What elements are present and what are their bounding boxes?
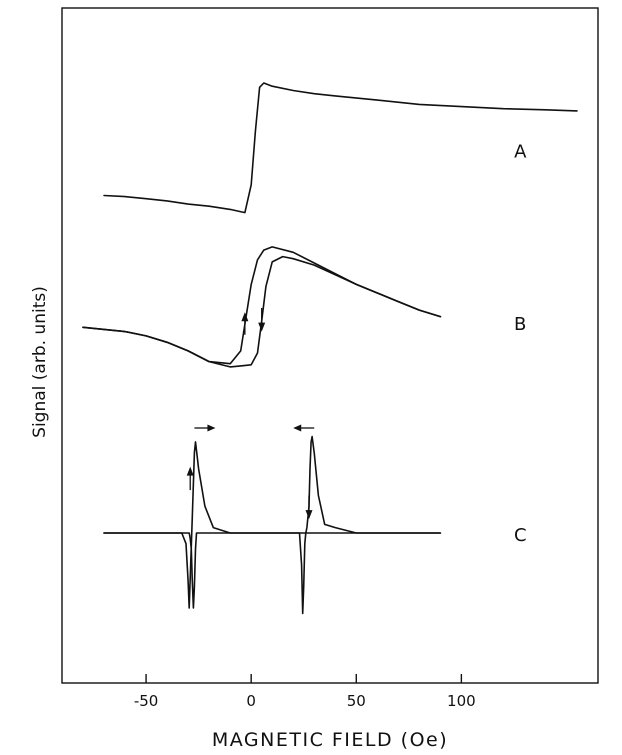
- curve-arrow-0: [241, 312, 249, 335]
- x-axis-ticks: -50 0 50 100: [134, 674, 476, 710]
- curve-arrow-1: [258, 308, 266, 332]
- direction-arrow-0: [194, 424, 216, 432]
- x-axis-title: MAGNETIC FIELD (Oe): [212, 729, 448, 751]
- x-tick-label-0: -50: [134, 692, 159, 710]
- curve-arrow-2: [186, 466, 194, 491]
- series-line-0: [103, 82, 578, 214]
- annotations: A B C: [186, 142, 527, 546]
- x-tick-label-3: 100: [447, 692, 476, 710]
- curve-arrow-3: [305, 495, 313, 520]
- signal-traces: [82, 82, 578, 615]
- series-line-4: [103, 435, 442, 609]
- series-line-1: [82, 246, 442, 365]
- x-tick-label-1: 0: [246, 692, 256, 710]
- curve-label-2: C: [514, 525, 527, 546]
- curve-label-0: A: [514, 142, 527, 163]
- series-line-3: [103, 441, 442, 615]
- x-tick-label-2: 50: [347, 692, 366, 710]
- direction-arrow-1: [293, 424, 315, 432]
- plot-frame: [61, 7, 599, 684]
- curve-label-1: B: [514, 314, 526, 335]
- y-axis-title: Signal (arb. units): [30, 286, 50, 438]
